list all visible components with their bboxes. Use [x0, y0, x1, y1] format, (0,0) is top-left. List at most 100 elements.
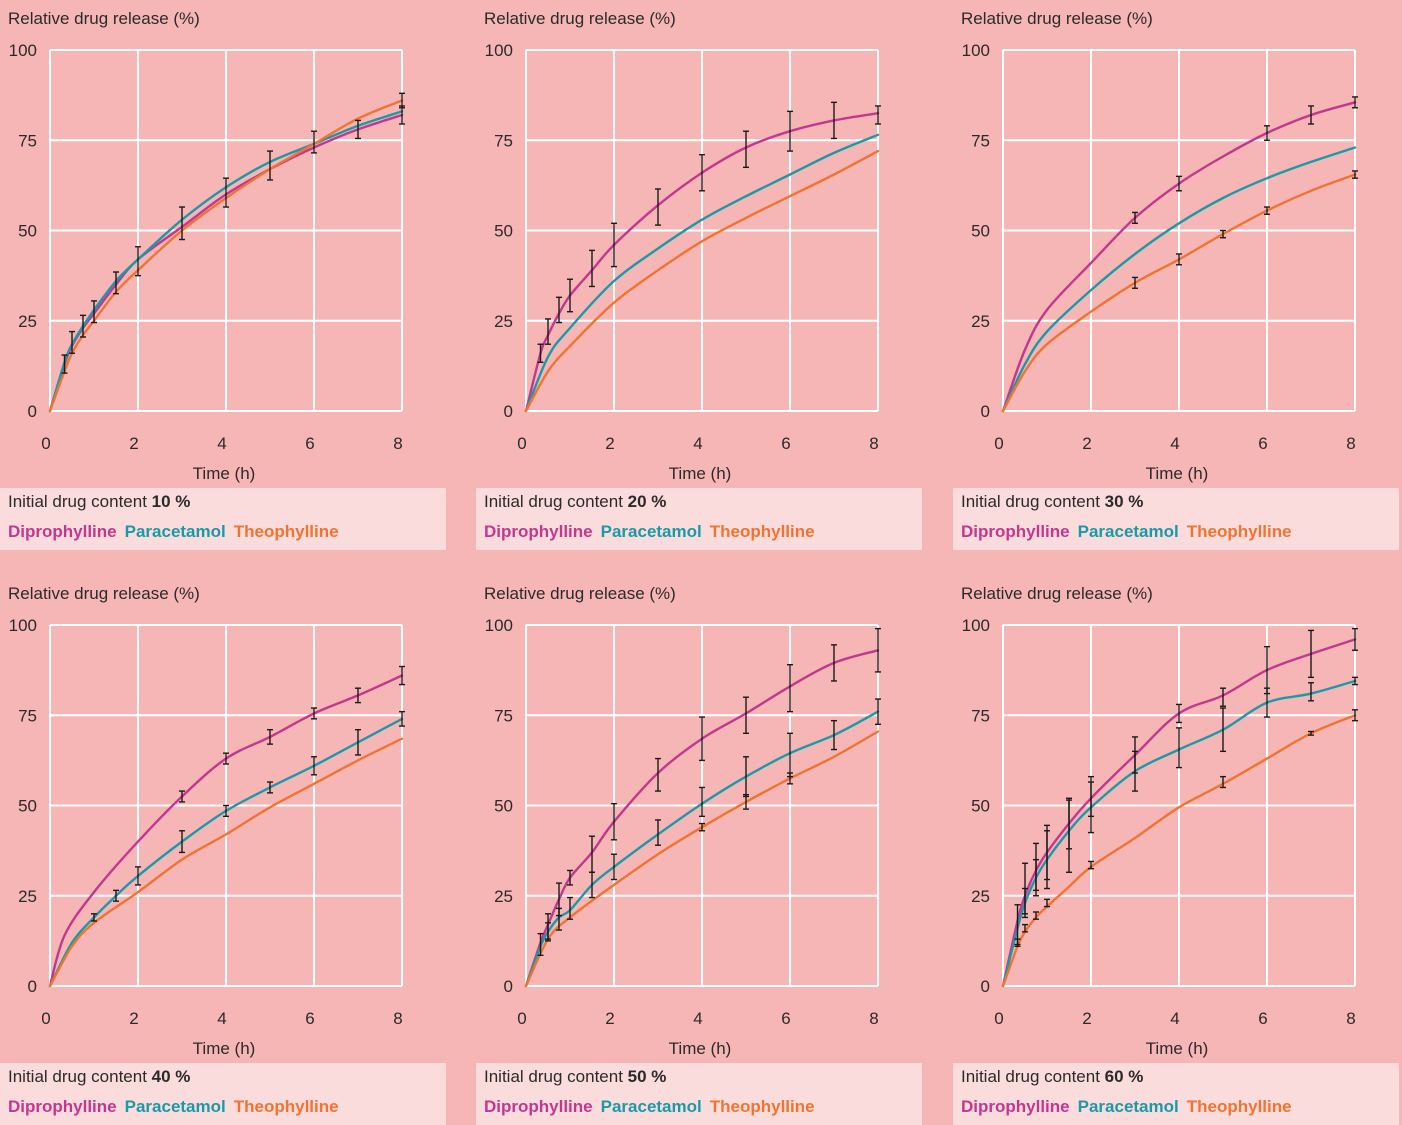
error-bar: [179, 790, 185, 803]
chart-svg: Relative drug release (%) 0 25 50 75 100 0 2 4 6 8…: [484, 584, 881, 1058]
error-bar: [1033, 858, 1039, 897]
error-bar: [1176, 703, 1182, 724]
y-tick-label: 25: [971, 887, 990, 906]
legend-box: Initial drug content 50 % Diprophylline Pa…: [476, 1063, 922, 1125]
legend-entry-theophylline: Theophylline: [233, 522, 339, 541]
error-bar: [1044, 830, 1050, 890]
error-bar: [1220, 775, 1226, 789]
error-bar: [699, 786, 705, 818]
error-bar: [556, 296, 562, 324]
y-tick-label: 50: [971, 222, 990, 241]
x-tick-label: 0: [517, 1009, 526, 1028]
chart-panel-4: Relative drug release (%) 0 25 50 75 100 0 2 4 6 8…: [0, 575, 446, 1125]
error-bar: [787, 664, 793, 713]
error-bar: [556, 907, 562, 931]
y-tick-label: 25: [494, 312, 513, 331]
x-tick-label: 6: [1258, 1009, 1267, 1028]
error-bar: [655, 757, 661, 792]
error-bar: [311, 756, 317, 776]
y-tick-label: 100: [962, 616, 990, 635]
legend-entry-diprophylline: Diprophylline: [484, 522, 593, 541]
error-bar: [589, 871, 595, 899]
chart-svg: Relative drug release (%) 0 25 50 75 100 0 2 4 6 8…: [8, 584, 405, 1058]
y-axis-label: Relative drug release (%): [8, 9, 200, 28]
error-bar: [831, 101, 837, 140]
series-legend: Diprophylline Paracetamol Theophylline: [8, 1097, 347, 1117]
series-line-theophylline: [48, 737, 404, 988]
error-bar: [1176, 175, 1182, 192]
y-tick-label: 100: [962, 41, 990, 60]
error-bar: [545, 922, 551, 942]
legend-box: Initial drug content 20 % Diprophylline Pa…: [476, 488, 922, 550]
legend-box: Initial drug content 30 % Diprophylline Pa…: [953, 488, 1399, 550]
y-tick-label: 0: [981, 402, 990, 421]
error-bar: [1088, 860, 1094, 870]
x-axis-label: Time (h): [1146, 464, 1209, 483]
legend-entry-theophylline: Theophylline: [1186, 522, 1292, 541]
chart-svg: Relative drug release (%) 0 25 50 75 100 0 2 4 6 8…: [961, 9, 1358, 483]
error-bar: [875, 627, 881, 673]
series-legend: Diprophylline Paracetamol Theophylline: [484, 522, 823, 542]
series-legend: Diprophylline Paracetamol Theophylline: [961, 1097, 1300, 1117]
x-tick-label: 8: [869, 434, 878, 453]
x-tick-label: 4: [693, 434, 702, 453]
error-bar: [355, 728, 361, 756]
error-bar: [1352, 170, 1358, 179]
y-tick-label: 75: [18, 706, 37, 725]
error-bar: [831, 644, 837, 682]
error-bar: [655, 188, 661, 226]
x-tick-label: 4: [1170, 1009, 1179, 1028]
y-tick-label: 25: [18, 312, 37, 331]
chart-panel-5: Relative drug release (%) 0 25 50 75 100 0 2 4 6 8…: [476, 575, 922, 1125]
error-bar: [80, 314, 86, 338]
error-bar: [1220, 707, 1226, 753]
error-bar: [179, 206, 185, 241]
chart-panel-2: Relative drug release (%) 0 25 50 75 100 0 2 4 6 8…: [476, 0, 922, 550]
x-axis-label: Time (h): [669, 1039, 732, 1058]
error-bar: [223, 177, 229, 208]
x-tick-label: 4: [693, 1009, 702, 1028]
drug-content-value: 60 %: [1104, 1067, 1144, 1086]
error-bar: [537, 343, 544, 363]
error-bar: [1308, 105, 1314, 125]
error-bar: [1022, 923, 1028, 933]
legend-entry-diprophylline: Diprophylline: [961, 522, 1070, 541]
chart-svg: Relative drug release (%) 0 25 50 75 100 0 2 4 6 8…: [484, 9, 881, 483]
error-bar: [699, 153, 705, 192]
legend-box: Initial drug content 60 % Diprophylline Pa…: [953, 1063, 1399, 1125]
x-tick-label: 4: [1170, 434, 1179, 453]
y-tick-label: 0: [28, 977, 37, 996]
drug-content-value: 40 %: [151, 1067, 191, 1086]
error-bar: [1066, 799, 1072, 873]
x-tick-label: 6: [305, 1009, 314, 1028]
error-bar: [567, 896, 573, 920]
error-bar: [1176, 253, 1182, 266]
y-tick-label: 50: [18, 797, 37, 816]
error-bar: [743, 793, 749, 810]
error-bar: [1022, 887, 1028, 919]
error-bar: [743, 696, 749, 735]
x-tick-label: 6: [781, 1009, 790, 1028]
legend-box: Initial drug content 10 % Diprophylline Pa…: [0, 488, 446, 550]
x-tick-label: 2: [605, 1009, 614, 1028]
x-tick-label: 6: [781, 434, 790, 453]
y-tick-label: 25: [18, 887, 37, 906]
legend-entry-diprophylline: Diprophylline: [8, 1097, 117, 1116]
series-line-diprophylline: [48, 674, 404, 988]
error-bar: [611, 853, 617, 881]
y-tick-label: 0: [504, 977, 513, 996]
y-tick-label: 0: [28, 402, 37, 421]
error-bar: [743, 130, 749, 169]
error-bar: [223, 752, 229, 765]
y-tick-label: 100: [9, 616, 37, 635]
x-tick-label: 6: [1258, 434, 1267, 453]
x-tick-label: 8: [1346, 1009, 1355, 1028]
series-line-theophylline: [1001, 173, 1357, 413]
drug-content-caption: Initial drug content 30 %: [961, 492, 1143, 512]
error-bar: [567, 869, 573, 886]
chart-panel-3: Relative drug release (%) 0 25 50 75 100 0 2 4 6 8…: [953, 0, 1399, 550]
y-tick-label: 75: [494, 131, 513, 150]
y-axis-label: Relative drug release (%): [8, 584, 200, 603]
error-bar: [567, 278, 573, 313]
series-line-paracetamol: [524, 133, 880, 413]
